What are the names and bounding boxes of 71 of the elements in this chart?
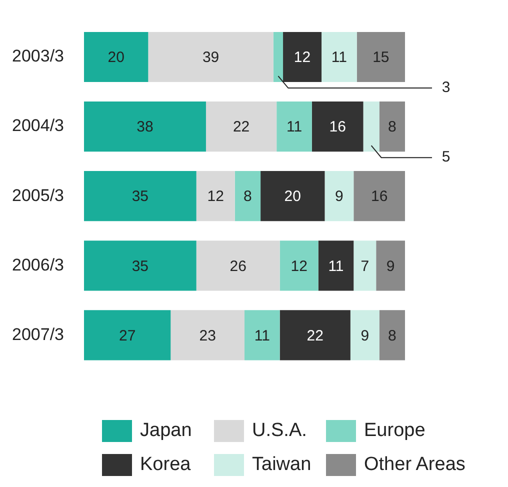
data-label: 22	[306, 327, 324, 344]
data-label: 11	[331, 49, 347, 66]
data-label: 9	[335, 188, 344, 206]
data-label: 35	[132, 188, 149, 206]
y-tick-label: 2007/3	[12, 324, 64, 344]
bar	[280, 240, 318, 291]
data-label: 26	[230, 258, 246, 275]
data-label: 38	[136, 118, 154, 136]
y-tick-label: 2003/3	[12, 46, 64, 66]
bar	[379, 310, 405, 360]
data-label: 12	[207, 188, 224, 206]
bar	[318, 240, 354, 291]
data-label: 11	[254, 327, 270, 344]
data-label: 9	[386, 258, 395, 275]
legend-label: Japan	[140, 420, 192, 442]
bar	[206, 102, 277, 152]
data-label: 12	[294, 49, 311, 66]
bar	[84, 310, 171, 360]
data-label: 39	[202, 49, 220, 66]
bar	[84, 102, 206, 152]
data-label: 9	[360, 327, 370, 344]
data-label: 16	[370, 188, 388, 206]
bar	[322, 32, 357, 82]
y-tick-label: 2005/3	[12, 186, 64, 205]
data-label: 16	[329, 118, 346, 136]
legend-label: Other Areas	[364, 454, 466, 476]
bar	[376, 240, 405, 291]
bar	[84, 32, 148, 82]
data-label: 27	[118, 327, 136, 344]
bar	[196, 240, 280, 291]
data-label: 8	[244, 188, 252, 206]
legend-label: Taiwan	[252, 454, 312, 476]
data-label: 7	[360, 258, 370, 275]
data-label: 8	[388, 118, 396, 136]
bar	[234, 171, 261, 222]
text: 3	[442, 79, 450, 96]
bar	[312, 102, 364, 152]
data-label: 22	[232, 118, 250, 136]
bar	[356, 32, 405, 82]
bar	[379, 102, 405, 152]
data-label: 11	[286, 118, 302, 136]
bar	[84, 171, 196, 222]
data-label: 8	[388, 327, 396, 344]
legend-label: Korea	[140, 454, 191, 476]
bar	[350, 310, 380, 360]
bar	[354, 171, 405, 222]
data-label: 23	[199, 327, 216, 344]
bar	[84, 240, 196, 291]
data-label: 11	[328, 258, 344, 275]
y-tick-label: 2006/3	[12, 255, 64, 274]
text: 5	[442, 148, 450, 166]
bar	[324, 171, 354, 222]
data-label: 15	[372, 49, 390, 66]
data-label: 12	[290, 258, 308, 275]
bar	[280, 310, 350, 360]
legend-label: U.S.A.	[252, 420, 307, 442]
bar	[276, 102, 312, 152]
data-label: 20	[284, 188, 301, 206]
bar	[273, 32, 284, 82]
bar	[363, 102, 380, 152]
legend-label: Europe	[364, 420, 426, 442]
bar	[283, 32, 322, 82]
bar	[354, 240, 376, 291]
bar	[148, 32, 274, 82]
data-label: 20	[108, 49, 124, 66]
bar	[244, 310, 280, 360]
bar	[196, 171, 235, 222]
bar	[170, 310, 244, 360]
bar	[260, 171, 325, 222]
data-label: 35	[132, 258, 149, 275]
y-tick-label: 2004/3	[12, 116, 64, 136]
